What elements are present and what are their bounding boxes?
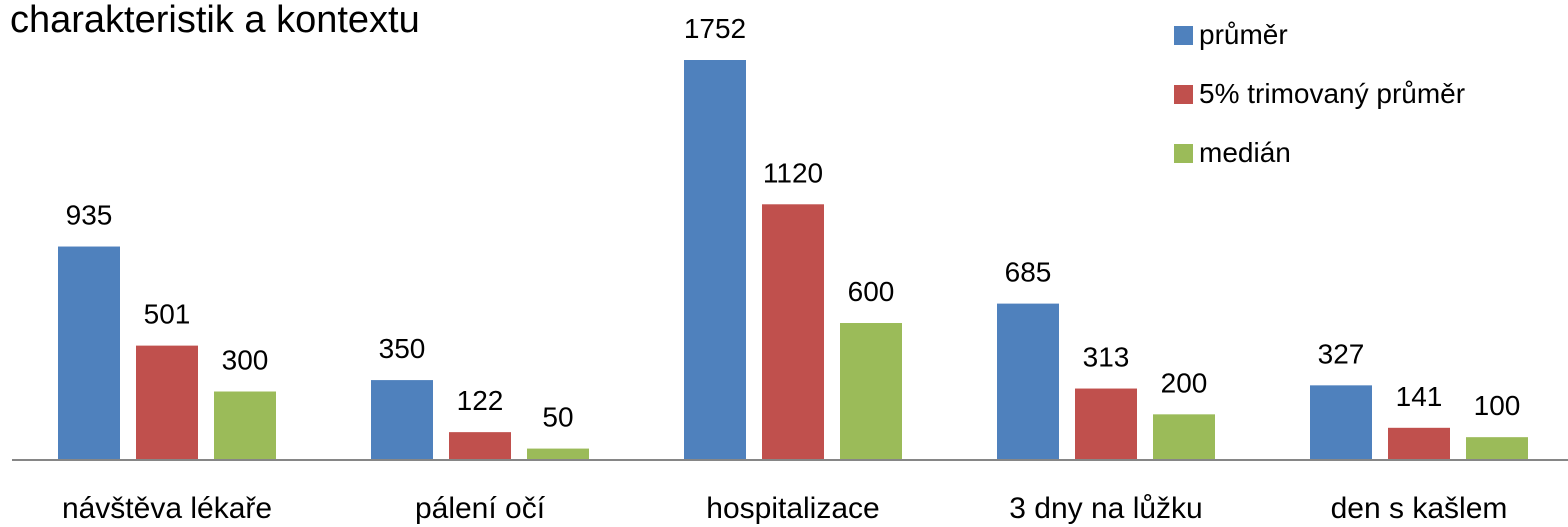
data-label-den-s-kaslem-median: 100 [1474,390,1521,421]
data-label-hospitalizace-prumer: 1752 [684,13,746,44]
chart-title: charakteristik a kontextu [10,0,420,41]
legend-label-trimovany-prumer: 5% trimovaný průměr [1199,78,1466,109]
data-label-3-dny-na-luzku-5-trimovany-prumer: 313 [1083,342,1130,373]
bar-3-dny-na-luzku-5-trimovany-prumer [1075,388,1137,460]
x-tick-label-paleni-oci: pálení očí [415,492,546,525]
bar-hospitalizace-median [840,323,902,460]
data-label-3-dny-na-luzku-prumer: 685 [1005,257,1052,288]
bar-paleni-oci-prumer [371,380,433,460]
data-label-paleni-oci-median: 50 [542,402,573,433]
x-tick-label-den-s-kaslem: den s kašlem [1331,492,1508,525]
legend-item-trimovany-prumer: 5% trimovaný průměr [1174,77,1465,111]
x-tick-label-hospitalizace: hospitalizace [706,492,879,525]
legend-label-median: medián [1199,137,1291,168]
legend-swatch-trimovany-prumer [1174,84,1193,104]
bar-den-s-kaslem-5-trimovany-prumer [1388,427,1450,460]
bar-navsteva-lekare-5-trimovany-prumer [136,345,198,460]
legend-swatch-prumer [1174,25,1193,45]
data-labels-group: 935 501 300 350 122 50 1752 1120 600 685 313 200 327… [66,13,1521,433]
bar-paleni-oci-median [527,448,589,460]
bar-paleni-oci-5-trimovany-prumer [449,432,511,460]
legend: průměr 5% trimovaný průměr medián [1174,18,1465,195]
legend-label-prumer: průměr [1199,19,1288,50]
data-label-hospitalizace-5-trimovany-prumer: 1120 [763,157,823,188]
data-label-navsteva-lekare-prumer: 935 [66,200,113,231]
legend-swatch-median [1174,143,1193,163]
bar-den-s-kaslem-prumer [1310,385,1372,460]
data-label-den-s-kaslem-5-trimovany-prumer: 141 [1396,381,1443,412]
x-tick-labels-group: návštěva lékaře pálení očí hospitalizace 3 … [62,492,1507,525]
bars-group [58,60,1528,460]
data-label-3-dny-na-luzku-median: 200 [1161,367,1208,398]
data-label-paleni-oci-5-trimovany-prumer: 122 [457,385,504,416]
bar-navsteva-lekare-median [214,391,276,460]
data-label-navsteva-lekare-median: 300 [222,345,269,376]
x-tick-label-navsteva-lekare: návštěva lékaře [62,492,272,525]
bar-3-dny-na-luzku-prumer [997,303,1059,460]
data-label-hospitalizace-median: 600 [848,276,895,307]
data-label-paleni-oci-prumer: 350 [379,333,426,364]
bar-navsteva-lekare-prumer [58,246,120,460]
bar-3-dny-na-luzku-median [1153,414,1215,460]
data-label-navsteva-lekare-5-trimovany-prumer: 501 [144,299,191,330]
bar-hospitalizace-5-trimovany-prumer [762,204,824,460]
legend-item-median: medián [1174,136,1465,170]
x-tick-label-3-dny-na-luzku: 3 dny na lůžku [1009,492,1202,525]
data-label-den-s-kaslem-prumer: 327 [1318,338,1365,369]
legend-item-prumer: průměr [1174,18,1465,52]
bar-hospitalizace-prumer [684,60,746,460]
bar-den-s-kaslem-median [1466,437,1528,460]
